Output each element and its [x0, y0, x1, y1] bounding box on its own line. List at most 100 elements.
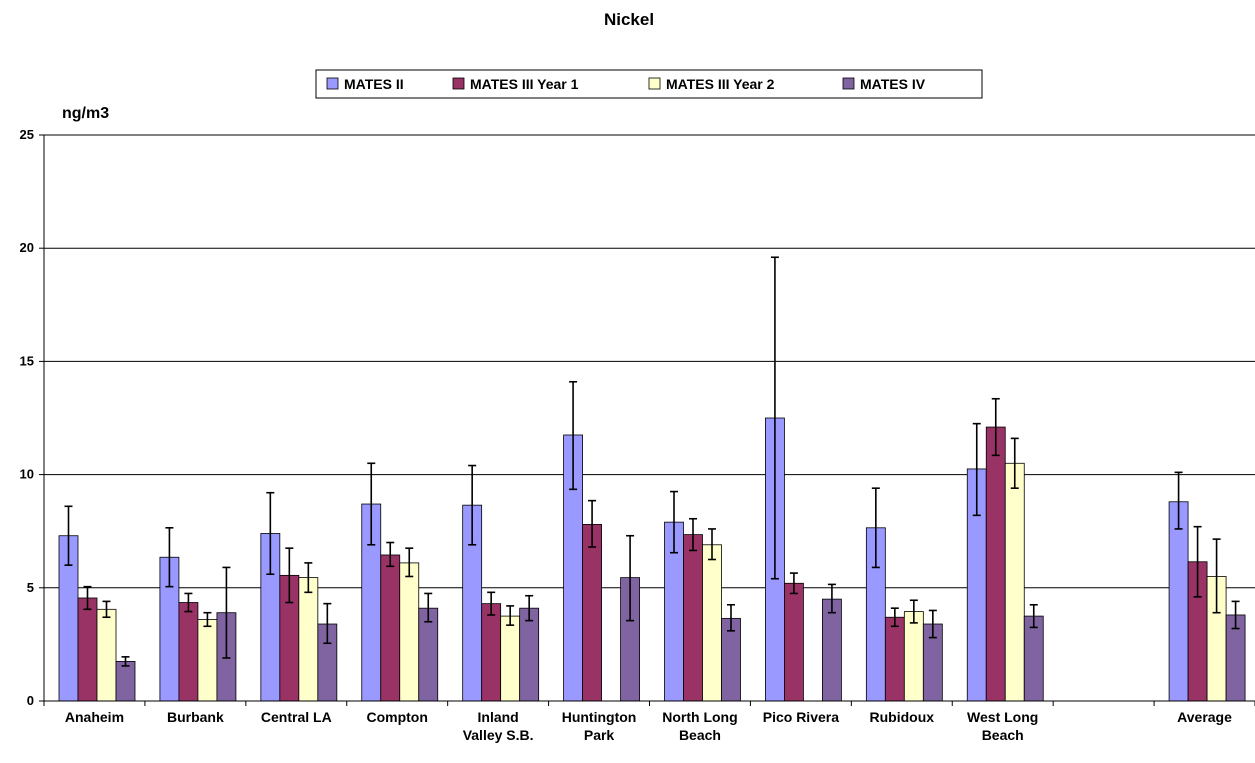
x-axis-labels: Anaheim Burbank Central LA Compton Inland Val…	[65, 709, 1232, 743]
y-tick-label: 0	[27, 693, 34, 708]
error-bar	[626, 534, 635, 622]
error-bars	[64, 256, 1240, 667]
legend-swatch	[842, 77, 855, 90]
error-bar	[890, 607, 899, 628]
error-bar	[121, 656, 130, 667]
bar	[822, 598, 842, 702]
bar	[399, 562, 420, 702]
error-bar	[468, 464, 477, 546]
x-tick-label: Inland Valley S.B.	[463, 709, 534, 743]
bar	[178, 602, 199, 702]
error-bar	[1010, 437, 1019, 489]
x-tick-label: Huntington Park	[562, 709, 637, 743]
error-bar	[991, 397, 1000, 457]
error-bar	[1212, 538, 1221, 614]
y-tick-label: 20	[20, 240, 34, 255]
legend-label: MATES II	[344, 76, 404, 92]
error-bar	[323, 602, 332, 645]
gridlines	[44, 134, 1255, 589]
bar	[197, 619, 218, 702]
legend-item: MATES III Year 2	[648, 76, 775, 92]
x-tick-label: Rubidoux	[870, 709, 935, 725]
legend-swatch	[648, 77, 661, 90]
bar	[582, 524, 602, 702]
error-bar	[928, 609, 937, 639]
bar	[380, 554, 401, 702]
bar	[1168, 501, 1189, 702]
y-tick-label: 10	[20, 467, 34, 482]
bar	[1023, 615, 1044, 702]
error-bar	[64, 505, 73, 566]
bar	[519, 607, 540, 702]
error-bar	[102, 600, 111, 619]
error-bar	[727, 603, 735, 632]
error-bar	[909, 599, 918, 624]
x-tick-label: Burbank	[167, 709, 224, 725]
y-tick-label: 5	[27, 580, 34, 595]
legend-item: MATES III Year 1	[452, 76, 579, 92]
error-bar	[203, 611, 212, 628]
error-bar	[285, 547, 294, 604]
bar	[1004, 462, 1025, 702]
x-tick-label: North Long Beach	[662, 709, 737, 743]
error-bar	[1193, 525, 1202, 598]
error-bar	[165, 527, 174, 588]
legend-swatch	[326, 77, 339, 90]
legend-label: MATES III Year 2	[666, 76, 775, 92]
bar	[77, 597, 98, 702]
x-tick-label: Central LA	[261, 709, 332, 725]
error-bar	[506, 605, 515, 626]
error-bar	[588, 499, 597, 548]
bar	[683, 534, 703, 702]
x-tick-label: Pico Rivera	[763, 709, 839, 725]
legend-swatch	[452, 77, 465, 90]
y-axis-ticks: 0 5 10 15 20 25	[20, 127, 44, 708]
x-tick-label: West Long Beach	[967, 709, 1038, 743]
bar	[702, 544, 722, 702]
error-bar	[689, 517, 697, 552]
error-bar	[525, 594, 534, 622]
error-bar	[405, 547, 414, 578]
error-bar	[827, 583, 836, 614]
error-bar	[83, 585, 92, 611]
axes	[43, 135, 1255, 706]
error-bar	[304, 562, 313, 594]
error-bar	[386, 541, 395, 568]
bar	[298, 577, 319, 702]
y-tick-label: 25	[20, 127, 34, 142]
bar	[784, 582, 804, 702]
x-tick-label: Average	[1177, 709, 1232, 725]
error-bar	[1231, 600, 1240, 630]
error-bar	[972, 422, 981, 517]
error-bar	[871, 487, 880, 569]
error-bar	[367, 462, 376, 546]
bar	[96, 608, 117, 702]
legend-label: MATES IV	[860, 76, 926, 92]
bars	[58, 417, 1246, 702]
bar	[115, 660, 136, 702]
error-bar	[184, 592, 193, 613]
error-bar	[1174, 471, 1183, 530]
error-bar	[770, 256, 779, 580]
error-bar	[424, 592, 433, 623]
bar	[884, 616, 905, 702]
y-tick-label: 15	[20, 353, 34, 368]
bar	[481, 603, 502, 702]
bar	[500, 615, 521, 702]
bar	[985, 426, 1006, 702]
error-bar	[670, 490, 678, 554]
error-bar	[222, 566, 231, 659]
y-axis-label: ng/m3	[62, 105, 109, 122]
error-bar	[708, 528, 716, 561]
x-tick-label: Compton	[366, 709, 427, 725]
legend-label: MATES III Year 1	[470, 76, 579, 92]
error-bar	[789, 572, 798, 595]
legend-item: MATES IV	[842, 76, 926, 92]
x-tick-label: Anaheim	[65, 709, 124, 725]
bar	[903, 611, 924, 702]
error-bar	[266, 491, 275, 576]
chart-title: Nickel	[604, 10, 654, 29]
error-bar	[487, 591, 496, 616]
legend: MATES II MATES III Year 1 MATES III Year 2…	[315, 69, 983, 99]
